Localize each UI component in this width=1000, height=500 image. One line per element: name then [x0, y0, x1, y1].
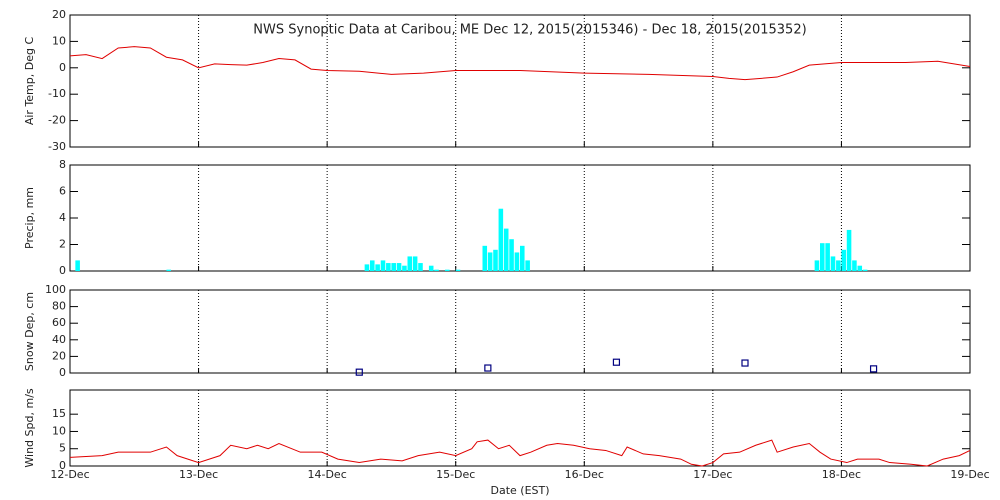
- bar: [386, 263, 391, 271]
- x-axis-label: Date (EST): [490, 484, 549, 497]
- x-tick-label: 17-Dec: [693, 468, 732, 481]
- bar: [520, 245, 525, 271]
- y-tick-label: 0: [59, 264, 66, 277]
- point: [484, 364, 492, 372]
- bar: [862, 269, 868, 271]
- bar: [852, 260, 857, 271]
- x-tick-label: 12-Dec: [50, 468, 89, 481]
- y-tick-label: 80: [52, 300, 66, 313]
- y-tick-label: 5: [59, 442, 66, 455]
- bar: [166, 269, 171, 271]
- bar: [830, 256, 836, 271]
- y-tick-label: 0: [59, 459, 66, 472]
- y-tick-label: 4: [59, 211, 66, 224]
- bar: [396, 263, 402, 271]
- data-line: [69, 46, 971, 81]
- bar: [412, 256, 418, 271]
- y-tick-label: -30: [48, 140, 66, 153]
- y-tick-label: 2: [59, 238, 66, 251]
- plot-frame: [69, 389, 971, 467]
- y-tick-label: -10: [48, 87, 66, 100]
- point: [869, 365, 878, 373]
- y-tick-label: 20: [52, 8, 66, 21]
- bar: [370, 260, 375, 271]
- y-axis-label: Wind Spd, m/s: [23, 388, 36, 468]
- bar: [375, 264, 380, 271]
- point: [355, 368, 363, 376]
- bar: [846, 229, 852, 271]
- y-tick-label: 40: [52, 333, 66, 346]
- y-tick-label: 10: [52, 424, 66, 437]
- bar: [75, 260, 80, 271]
- bar: [407, 256, 413, 271]
- bar: [428, 265, 434, 271]
- bar: [841, 249, 846, 271]
- point: [741, 359, 749, 367]
- y-tick-label: 8: [59, 158, 66, 171]
- x-tick-label: 14-Dec: [308, 468, 347, 481]
- bar: [487, 252, 493, 271]
- data-line: [69, 439, 971, 467]
- bar: [814, 260, 820, 271]
- bar: [434, 269, 439, 271]
- x-tick-label: 19-Dec: [950, 468, 989, 481]
- y-tick-label: 100: [45, 283, 66, 296]
- x-tick-label: 18-Dec: [822, 468, 861, 481]
- bar: [503, 228, 509, 271]
- y-tick-label: 10: [52, 34, 66, 47]
- y-axis-label: Snow Dep, cm: [23, 292, 36, 371]
- point: [612, 358, 621, 366]
- bar: [482, 245, 488, 271]
- bar: [455, 269, 461, 271]
- bar: [380, 260, 386, 271]
- x-tick-label: 16-Dec: [565, 468, 604, 481]
- y-tick-label: 6: [59, 185, 66, 198]
- y-axis-label: Precip, mm: [23, 187, 36, 249]
- y-tick-label: 0: [59, 61, 66, 74]
- bar: [836, 260, 841, 271]
- bar: [418, 263, 423, 271]
- y-tick-label: -20: [48, 114, 66, 127]
- chart-title: NWS Synoptic Data at Caribou, ME Dec 12,…: [253, 23, 806, 38]
- bar: [445, 269, 450, 271]
- bar: [391, 263, 396, 271]
- y-tick-label: 60: [52, 316, 66, 329]
- x-tick-label: 15-Dec: [436, 468, 475, 481]
- bar: [857, 265, 863, 271]
- x-tick-label: 13-Dec: [179, 468, 218, 481]
- bar: [525, 260, 530, 271]
- y-tick-label: 0: [59, 366, 66, 379]
- y-tick-label: 15: [52, 407, 66, 420]
- bar: [820, 243, 825, 271]
- y-tick-label: 20: [52, 349, 66, 362]
- bar: [493, 249, 498, 271]
- bar: [514, 252, 520, 271]
- y-axis-label: Air Temp, Deg C: [23, 37, 36, 126]
- plot-frame: [69, 289, 971, 374]
- bar: [825, 243, 830, 271]
- bar: [364, 264, 370, 271]
- bar: [498, 208, 504, 271]
- bar: [509, 239, 514, 271]
- bar: [402, 265, 407, 271]
